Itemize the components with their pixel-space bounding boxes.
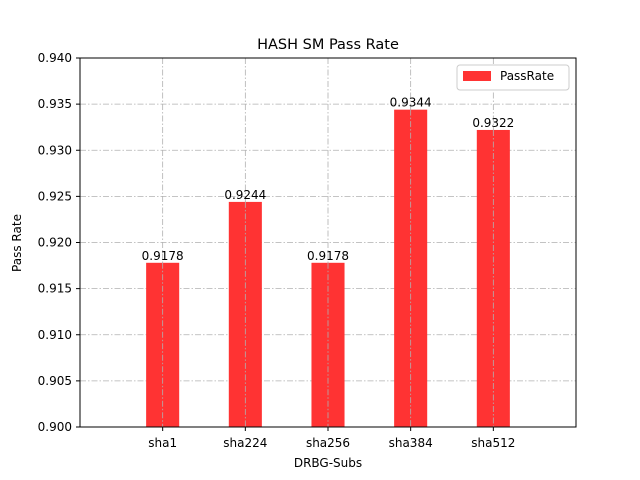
legend: PassRate: [456, 64, 570, 91]
x-tick-label: sha1: [148, 436, 177, 450]
y-tick-label: 0.940: [38, 51, 72, 65]
y-tick-label: 0.930: [38, 143, 72, 157]
y-axis-label: Pass Rate: [10, 214, 24, 272]
y-tick-label: 0.920: [38, 236, 72, 250]
y-tick-label: 0.910: [38, 328, 72, 342]
data-label-sha224: 0.9244: [224, 188, 266, 202]
x-tick-label: sha256: [306, 436, 350, 450]
data-labels: 0.9178 0.9244 0.9178 0.9344 0.9322: [142, 96, 515, 263]
x-tick-label: sha224: [223, 436, 267, 450]
legend-swatch: [463, 71, 491, 81]
y-tick-label: 0.925: [38, 189, 72, 203]
x-axis-label: DRBG-Subs: [294, 456, 362, 470]
data-label-sha256: 0.9178: [307, 249, 349, 263]
y-tick-label: 0.915: [38, 282, 72, 296]
x-tick-label: sha512: [471, 436, 515, 450]
axis-ticks: 0.900 0.905 0.910 0.915 0.920 0.925 0.930 0.935…: [38, 51, 516, 450]
data-label-sha512: 0.9322: [472, 116, 514, 130]
data-label-sha1: 0.9178: [142, 249, 184, 263]
y-tick-label: 0.900: [38, 420, 72, 434]
y-tick-label: 0.905: [38, 374, 72, 388]
x-tick-label: sha384: [389, 436, 433, 450]
data-label-sha384: 0.9344: [390, 96, 432, 110]
bars: [146, 109, 510, 427]
chart-title: HASH SM Pass Rate: [257, 37, 399, 53]
y-tick-label: 0.935: [38, 97, 72, 111]
legend-label: PassRate: [500, 69, 554, 83]
bar-sha512: [476, 129, 510, 427]
